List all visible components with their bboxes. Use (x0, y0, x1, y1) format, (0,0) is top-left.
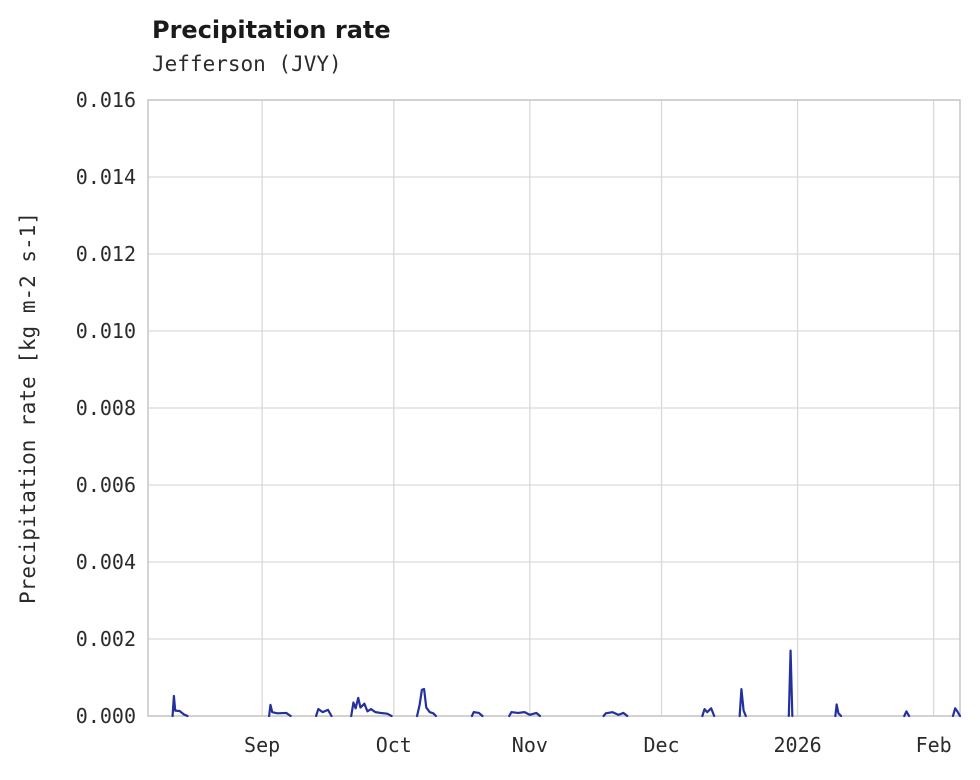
chart-subtitle: Jefferson (JVY) (152, 52, 342, 76)
x-tick-label: 2026 (774, 733, 822, 757)
x-tick-label: Dec (643, 733, 679, 757)
precipitation_rate-series-line (171, 649, 962, 718)
y-tick-label: 0.012 (76, 242, 136, 266)
y-tick-label: 0.000 (76, 704, 136, 728)
x-tick-label: Oct (376, 733, 412, 757)
y-tick-label: 0.014 (76, 165, 136, 189)
y-tick-label: 0.004 (76, 550, 136, 574)
x-tick-label: Feb (916, 733, 952, 757)
y-tick-label: 0.016 (76, 88, 136, 112)
x-tick-label: Sep (244, 733, 280, 757)
plot-border (147, 99, 961, 717)
y-tick-label: 0.010 (76, 319, 136, 343)
y-tick-label: 0.008 (76, 396, 136, 420)
y-tick-label: 0.006 (76, 473, 136, 497)
y-tick-label: 0.002 (76, 627, 136, 651)
chart-title: Precipitation rate (152, 16, 391, 44)
x-tick-label: Nov (512, 733, 548, 757)
